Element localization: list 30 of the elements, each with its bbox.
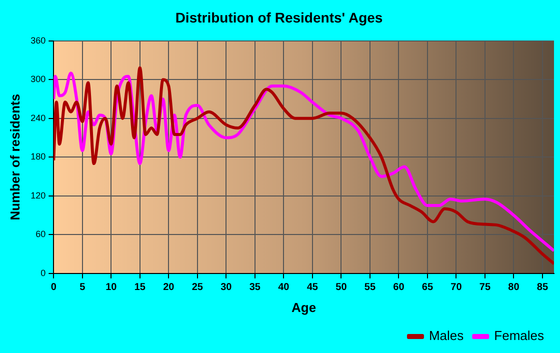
- x-tick-label: 45: [306, 282, 318, 294]
- x-axis-title: Age: [292, 300, 316, 315]
- x-tick-label: 50: [336, 282, 348, 294]
- x-tick-label: 40: [278, 282, 290, 294]
- y-tick-label: 240: [30, 112, 46, 123]
- x-tick-label: 55: [364, 282, 376, 294]
- x-tick-label: 5: [80, 282, 86, 294]
- x-tick-label: 75: [479, 282, 491, 294]
- y-tick-label: 0: [40, 268, 46, 278]
- x-tick-label: 70: [450, 282, 462, 294]
- y-tick-label: 120: [30, 190, 46, 200]
- y-tick-label: 300: [30, 74, 46, 84]
- x-tick-label: 25: [192, 282, 204, 294]
- chart-title: Distribution of Residents' Ages: [175, 9, 383, 26]
- y-axis-title: Number of residents: [7, 94, 22, 220]
- y-tick-label: 360: [30, 35, 46, 46]
- legend-label: Males: [428, 328, 464, 344]
- legend-label: Females: [494, 328, 544, 344]
- y-tick-label: 60: [36, 229, 46, 240]
- x-tick-label: 15: [134, 282, 146, 294]
- x-tick-label: 35: [249, 282, 261, 294]
- x-tick-label: 65: [422, 282, 434, 294]
- x-tick-label: 60: [393, 282, 405, 294]
- y-tick-label: 180: [30, 152, 46, 162]
- x-tick-label: 85: [536, 282, 548, 294]
- x-tick-label: 80: [508, 282, 520, 294]
- x-tick-label: 30: [220, 282, 232, 294]
- x-tick-label: 20: [163, 282, 175, 294]
- x-tick-label: 0: [50, 282, 57, 294]
- x-tick-label: 10: [106, 282, 118, 294]
